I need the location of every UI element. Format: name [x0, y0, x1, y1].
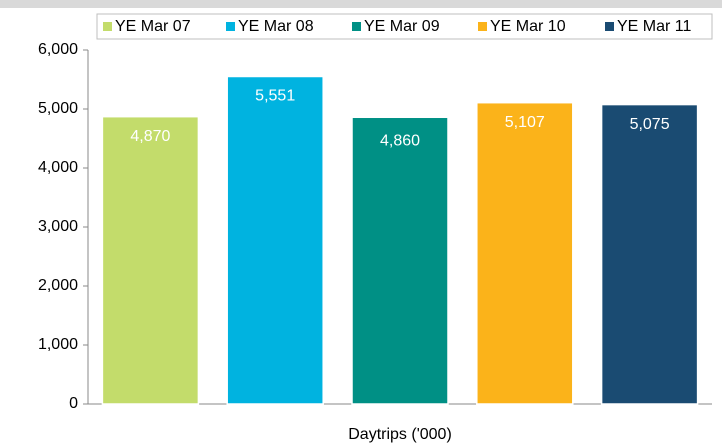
legend-label: YE Mar 09: [364, 18, 440, 35]
y-tick-label: 4,000: [38, 159, 78, 176]
data-label: 5,107: [505, 114, 545, 131]
legend-label: YE Mar 11: [617, 18, 692, 35]
bar: [226, 75, 324, 405]
legend-label: YE Mar 10: [490, 18, 566, 35]
y-tick-label: 1,000: [38, 336, 78, 353]
bar: [351, 116, 449, 405]
data-label: 5,075: [630, 116, 670, 133]
header-strip: [0, 0, 722, 8]
y-tick-label: 6,000: [38, 41, 78, 58]
legend-swatch: [226, 22, 235, 31]
legend-swatch: [352, 22, 361, 31]
legend-label: YE Mar 07: [115, 18, 191, 35]
y-tick-label: 3,000: [38, 218, 78, 235]
y-tick-label: 2,000: [38, 277, 78, 294]
bar: [101, 115, 200, 405]
legend-swatch: [605, 22, 614, 31]
legend-label: YE Mar 08: [238, 18, 314, 35]
y-tick-label: 5,000: [38, 100, 78, 117]
x-tick-label: Daytrips ('000): [348, 426, 452, 443]
data-label: 4,860: [380, 132, 420, 149]
y-tick-label: 0: [69, 395, 78, 412]
data-label: 4,870: [130, 128, 170, 145]
bar: [600, 103, 699, 405]
legend-swatch: [103, 22, 112, 31]
legend-swatch: [478, 22, 487, 31]
data-label: 5,551: [255, 88, 295, 105]
bar: [476, 101, 574, 405]
